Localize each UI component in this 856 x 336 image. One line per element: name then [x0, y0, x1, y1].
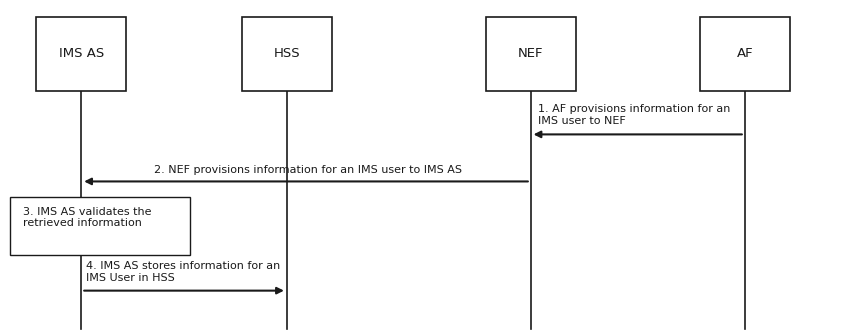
- Bar: [36, 17, 127, 91]
- Text: IMS AS: IMS AS: [59, 47, 104, 60]
- Text: NEF: NEF: [518, 47, 544, 60]
- Text: AF: AF: [736, 47, 753, 60]
- Bar: [10, 197, 190, 255]
- Text: 2. NEF provisions information for an IMS user to IMS AS: 2. NEF provisions information for an IMS…: [154, 165, 462, 175]
- Text: 3. IMS AS validates the
retrieved information: 3. IMS AS validates the retrieved inform…: [23, 207, 152, 228]
- Text: 4. IMS AS stores information for an
IMS User in HSS: 4. IMS AS stores information for an IMS …: [86, 261, 280, 283]
- Bar: [242, 17, 331, 91]
- Text: 1. AF provisions information for an
IMS user to NEF: 1. AF provisions information for an IMS …: [538, 104, 730, 126]
- Text: HSS: HSS: [273, 47, 300, 60]
- Bar: [486, 17, 575, 91]
- Bar: [699, 17, 789, 91]
